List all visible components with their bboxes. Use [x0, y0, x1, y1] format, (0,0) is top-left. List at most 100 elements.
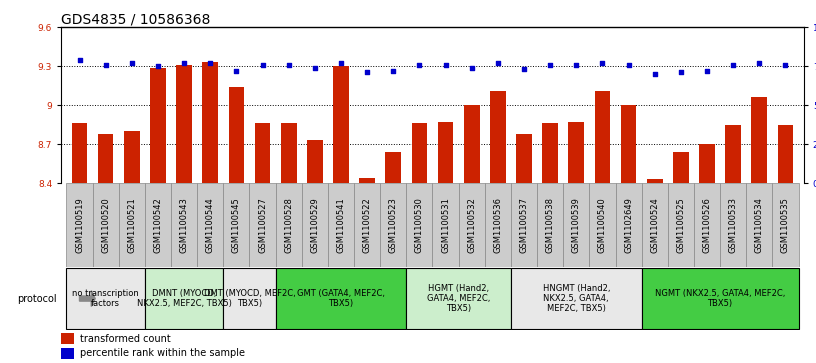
Text: transformed count: transformed count	[80, 334, 171, 344]
Point	[596, 60, 609, 66]
Text: GSM1100528: GSM1100528	[284, 197, 293, 253]
Text: GSM1100529: GSM1100529	[310, 197, 319, 253]
FancyBboxPatch shape	[694, 183, 720, 267]
Point	[99, 62, 112, 68]
FancyBboxPatch shape	[197, 183, 224, 267]
Point	[152, 63, 165, 69]
Point	[753, 60, 766, 66]
Bar	[569, 122, 584, 183]
Point	[700, 68, 713, 74]
Bar	[61, 333, 74, 344]
FancyBboxPatch shape	[380, 183, 406, 267]
Bar	[699, 144, 715, 183]
FancyBboxPatch shape	[432, 183, 459, 267]
Text: GSM1100521: GSM1100521	[127, 197, 136, 253]
Text: GSM1100542: GSM1100542	[153, 197, 162, 253]
Bar	[595, 91, 610, 183]
FancyBboxPatch shape	[641, 268, 799, 329]
Point	[256, 62, 269, 68]
Bar	[124, 131, 140, 183]
FancyBboxPatch shape	[511, 268, 641, 329]
FancyBboxPatch shape	[406, 183, 432, 267]
Point	[465, 65, 478, 71]
Bar	[411, 123, 428, 183]
Text: GMT (GATA4, MEF2C,
TBX5): GMT (GATA4, MEF2C, TBX5)	[297, 289, 385, 308]
Text: GSM1100538: GSM1100538	[546, 197, 555, 253]
FancyBboxPatch shape	[66, 183, 92, 267]
FancyBboxPatch shape	[224, 268, 276, 329]
Bar	[255, 123, 270, 183]
Text: GSM1100525: GSM1100525	[676, 197, 685, 253]
FancyBboxPatch shape	[66, 268, 145, 329]
Bar	[202, 62, 218, 183]
FancyBboxPatch shape	[615, 183, 641, 267]
Text: HNGMT (Hand2,
NKX2.5, GATA4,
MEF2C, TBX5): HNGMT (Hand2, NKX2.5, GATA4, MEF2C, TBX5…	[543, 284, 610, 314]
Point	[648, 71, 661, 77]
Bar	[359, 178, 375, 183]
Bar	[98, 134, 113, 183]
Bar	[150, 68, 166, 183]
Text: DMNT (MYOCD,
NKX2.5, MEF2C, TBX5): DMNT (MYOCD, NKX2.5, MEF2C, TBX5)	[136, 289, 232, 308]
FancyBboxPatch shape	[354, 183, 380, 267]
FancyBboxPatch shape	[641, 183, 667, 267]
Text: GSM1100527: GSM1100527	[258, 197, 267, 253]
Text: GSM1100524: GSM1100524	[650, 197, 659, 253]
Text: GSM1100533: GSM1100533	[729, 197, 738, 253]
Point	[178, 60, 191, 66]
Point	[570, 62, 583, 68]
Text: GSM1100522: GSM1100522	[362, 197, 371, 253]
Text: DMT (MYOCD, MEF2C,
TBX5): DMT (MYOCD, MEF2C, TBX5)	[203, 289, 295, 308]
Point	[308, 65, 322, 71]
FancyBboxPatch shape	[773, 183, 799, 267]
Point	[387, 68, 400, 74]
Text: HGMT (Hand2,
GATA4, MEF2C,
TBX5): HGMT (Hand2, GATA4, MEF2C, TBX5)	[427, 284, 490, 314]
Text: protocol: protocol	[16, 294, 56, 303]
Text: GSM1100531: GSM1100531	[441, 197, 450, 253]
Point	[779, 62, 792, 68]
FancyBboxPatch shape	[485, 183, 511, 267]
FancyBboxPatch shape	[511, 183, 537, 267]
Bar	[463, 105, 480, 183]
Bar	[228, 87, 244, 183]
Bar	[778, 125, 793, 183]
Point	[726, 62, 739, 68]
Point	[126, 60, 139, 66]
FancyBboxPatch shape	[589, 183, 615, 267]
Point	[543, 62, 557, 68]
Text: GSM1100545: GSM1100545	[232, 197, 241, 253]
Point	[204, 60, 217, 66]
FancyArrow shape	[79, 291, 95, 306]
Bar	[490, 91, 506, 183]
Bar	[647, 179, 663, 183]
Bar	[61, 348, 74, 359]
Text: GSM1102649: GSM1102649	[624, 197, 633, 253]
Bar	[725, 125, 741, 183]
Text: GSM1100530: GSM1100530	[415, 197, 424, 253]
FancyBboxPatch shape	[563, 183, 589, 267]
FancyBboxPatch shape	[171, 183, 197, 267]
Text: GSM1100523: GSM1100523	[388, 197, 397, 253]
Text: GSM1100537: GSM1100537	[520, 197, 529, 253]
Text: GSM1100520: GSM1100520	[101, 197, 110, 253]
Bar	[307, 140, 322, 183]
FancyBboxPatch shape	[118, 183, 145, 267]
FancyBboxPatch shape	[747, 183, 773, 267]
Bar	[333, 66, 348, 183]
Text: GSM1100539: GSM1100539	[572, 197, 581, 253]
FancyBboxPatch shape	[276, 268, 406, 329]
Point	[230, 68, 243, 74]
Bar	[281, 123, 296, 183]
Text: GSM1100532: GSM1100532	[468, 197, 477, 253]
FancyBboxPatch shape	[406, 268, 511, 329]
Text: NGMT (NKX2.5, GATA4, MEF2C,
TBX5): NGMT (NKX2.5, GATA4, MEF2C, TBX5)	[655, 289, 785, 308]
FancyBboxPatch shape	[145, 183, 171, 267]
Text: GSM1100535: GSM1100535	[781, 197, 790, 253]
Point	[439, 62, 452, 68]
Text: percentile rank within the sample: percentile rank within the sample	[80, 348, 245, 359]
Bar	[752, 97, 767, 183]
Bar	[437, 122, 454, 183]
Point	[674, 70, 687, 76]
FancyBboxPatch shape	[667, 183, 694, 267]
Bar	[385, 152, 401, 183]
FancyBboxPatch shape	[537, 183, 563, 267]
